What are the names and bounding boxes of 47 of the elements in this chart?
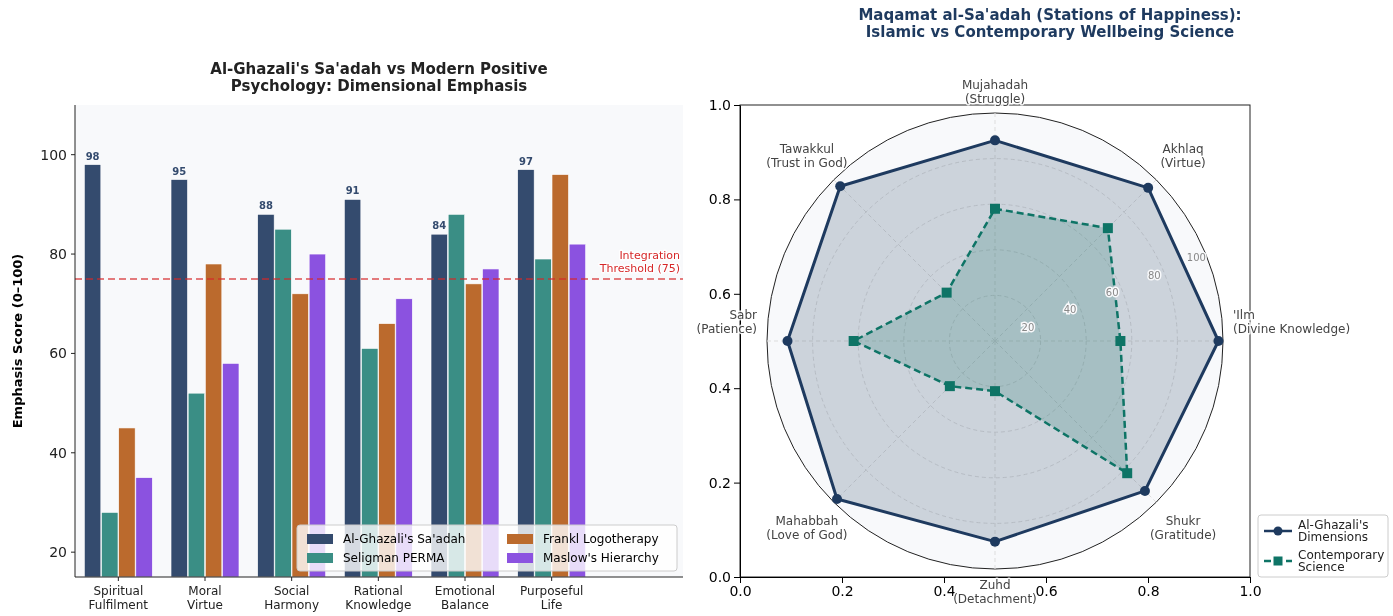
legend-label: Frankl Logotherapy [543,532,659,547]
data-label: 88 [258,200,273,212]
x-tick-label: 0.8 [1137,582,1160,599]
data-label: 98 [85,150,100,162]
spoke-label: Mujahadah (Struggle) [961,78,1029,106]
data-label: 91 [345,185,360,197]
data-label: 84 [432,220,447,232]
y-tick-label: 0.6 [708,285,732,302]
x-tick-label: Emotional Balance [434,584,496,612]
y-tick-label: 60 [49,345,67,362]
legend-label: Al-Ghazali's Dimensions [1298,518,1369,544]
y-tick-label: 40 [49,444,67,461]
y-tick-label: 1.0 [708,96,731,113]
y-tick-label: 80 [1147,269,1161,281]
y-tick-label: 80 [49,245,67,262]
x-tick-label: 1.0 [1239,582,1262,599]
x-tick-label: 0.6 [1035,582,1058,599]
y-tick-label: 100 [40,146,67,163]
x-tick-label: Purposeful Life [520,584,584,612]
y-tick-label: 0.8 [708,191,731,208]
y-tick-label: 0.4 [708,380,732,397]
y-axis-title: Emphasis Score (0–100) [10,253,25,429]
y-tick-label: 0.0 [708,568,731,585]
spoke-label: Shukr (Gratitude) [1149,513,1217,542]
x-tick-label: Social Harmony [264,584,320,612]
legend-label: Maslow's Hierarchy [543,551,659,566]
data-label: 97 [518,155,533,167]
legend-label: Al-Ghazali's Sa'adah [343,532,466,547]
y-tick-label: 100 [1186,252,1206,264]
x-tick-label: Spiritual Fulfilment [88,584,149,612]
spoke-label: Akhlaq (Virtue) [1160,142,1206,170]
y-tick-label: 40 [1063,304,1077,316]
y-tick-label: 0.2 [708,474,731,491]
x-tick-label: 0.2 [831,582,854,599]
spoke-label: Mahabbah (Love of God) [766,513,848,542]
chart-title: Al-Ghazali's Sa'adah vs Modern Positive Psychology: Dimensional Emphasis [210,60,548,95]
ref-line-label: Integration Threshold (75) [598,248,681,275]
x-tick-label: Moral Virtue [187,584,223,612]
x-tick-label: 0.0 [729,582,752,599]
y-tick-label: 20 [1021,321,1035,333]
spoke-label: Tawakkul (Trust in God) [766,142,848,170]
legend-label: Seligman PERMA [343,551,446,566]
x-tick-label: Rational Knowledge [345,584,412,612]
data-label: 95 [172,165,187,177]
y-tick-label: 20 [49,544,67,561]
chart-title: Maqamat al-Sa'adah (Stations of Happiness): Islamic vs Contemporary Wellbeing Science [858,6,1242,42]
legend-label: Contemporary Science [1298,548,1385,574]
